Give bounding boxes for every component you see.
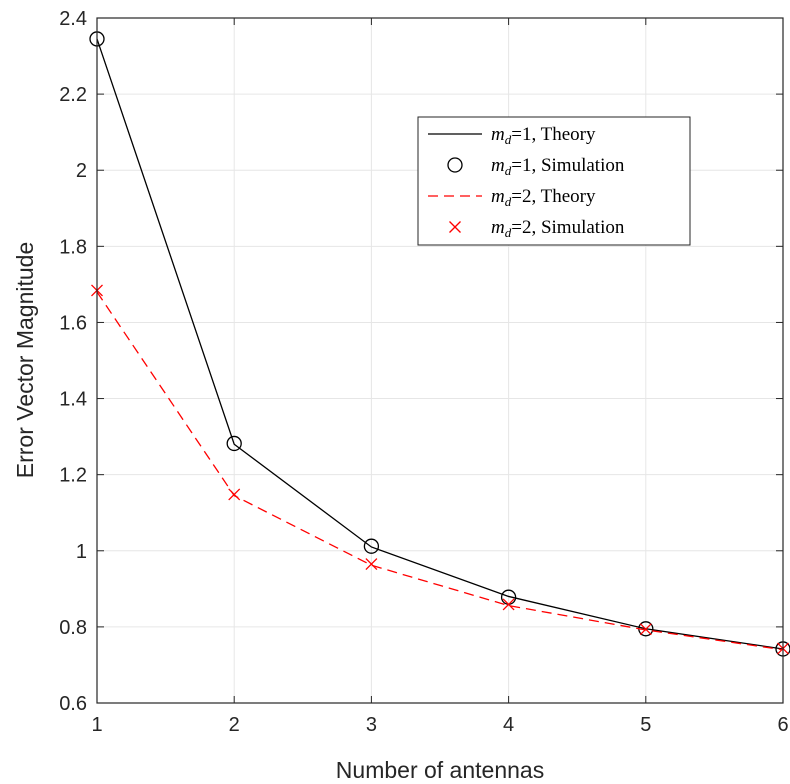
data-point-stroke bbox=[502, 598, 515, 611]
x-tick-label: 3 bbox=[366, 714, 377, 736]
x-tick-label: 1 bbox=[91, 714, 102, 736]
data-point bbox=[363, 538, 380, 554]
x-tick-label: 2 bbox=[229, 714, 240, 736]
legend-box bbox=[417, 116, 691, 246]
data-point-stroke bbox=[228, 488, 241, 501]
y-tick-label: 2.4 bbox=[59, 8, 87, 30]
x-tick-label: 5 bbox=[640, 714, 651, 736]
legend-label: md=1, Theory bbox=[491, 124, 596, 147]
data-point bbox=[639, 623, 652, 636]
y-tick-label: 0.6 bbox=[59, 693, 87, 715]
x-tick-label: 4 bbox=[503, 714, 514, 736]
y-tick-label: 2.2 bbox=[59, 84, 87, 106]
data-point bbox=[228, 488, 241, 501]
y-tick-label: 1.8 bbox=[59, 236, 87, 258]
data-point-stroke bbox=[639, 623, 652, 636]
series-line bbox=[96, 38, 784, 650]
y-tick-label: 1.2 bbox=[59, 465, 87, 487]
y-tick-label: 2 bbox=[76, 160, 87, 182]
legend-swatch-marker bbox=[447, 157, 463, 173]
data-point-stroke bbox=[365, 558, 378, 571]
legend-label: md=2, Simulation bbox=[491, 217, 625, 240]
legend-label: md=2, Theory bbox=[491, 186, 596, 209]
data-point bbox=[226, 435, 242, 452]
legend-label: md=1, Simulation bbox=[491, 155, 625, 178]
y-tick-label: 0.8 bbox=[59, 617, 87, 639]
data-point bbox=[502, 598, 515, 611]
legend-swatch-marker bbox=[449, 221, 461, 233]
series-3 bbox=[96, 291, 784, 651]
series-line bbox=[96, 291, 784, 651]
y-tick-label: 1.6 bbox=[59, 312, 87, 334]
ticks: 1 2 3 4 5 6 0.6 0.8 1 1.2 1.4 1.6 1.8 2 2.2 2.4 bbox=[59, 8, 788, 736]
x-axis-title: Number of antennas bbox=[336, 757, 544, 783]
plot-frame bbox=[96, 17, 784, 704]
legend: md=1, Theory md=1, Simulation md=2, Theory… bbox=[417, 116, 691, 246]
y-axis-title: Error Vector Magnitude bbox=[12, 242, 38, 479]
x-tick-label: 6 bbox=[777, 714, 788, 736]
series-1 bbox=[96, 38, 784, 650]
series-4 bbox=[91, 284, 789, 655]
data-point bbox=[365, 558, 378, 571]
legend-swatch-marker-stroke bbox=[449, 221, 461, 233]
y-tick-label: 1 bbox=[76, 541, 87, 563]
y-tick-label: 1.4 bbox=[59, 389, 87, 411]
